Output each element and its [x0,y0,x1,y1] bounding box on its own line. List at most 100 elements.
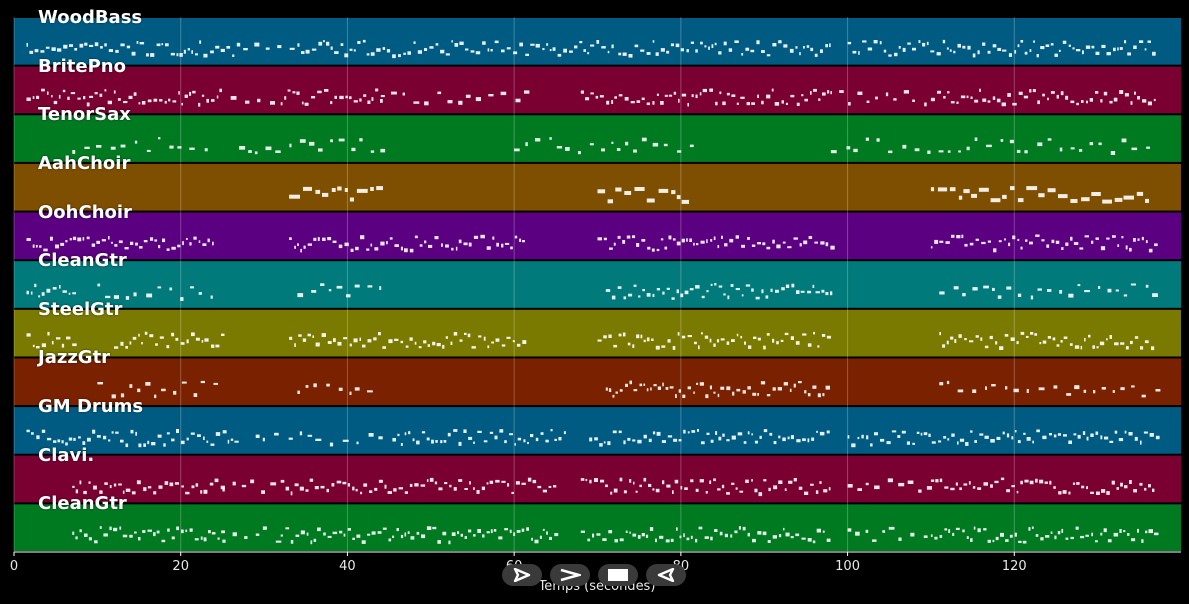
note-mark [499,429,504,433]
note-mark [806,45,810,48]
note-mark [1023,432,1026,435]
note-mark [817,393,821,398]
forward-button[interactable] [550,564,590,586]
note-mark [826,335,831,339]
note-mark [539,535,542,539]
note-mark [701,295,705,299]
note-mark [122,490,125,494]
note-mark [87,437,91,442]
track-lane-5 [14,261,1181,308]
note-mark [380,95,385,98]
note-mark [207,238,210,243]
note-mark [193,393,198,397]
note-mark [142,530,146,533]
note-mark [754,440,758,444]
note-mark [810,91,812,95]
note-mark [1024,51,1028,55]
note-mark [783,44,788,48]
note-mark [1076,482,1080,485]
note-mark [724,243,728,247]
note-mark [632,439,636,442]
note-mark [1119,529,1122,533]
note-mark [107,100,112,105]
note-mark [1044,481,1048,484]
x-tick-label: 0 [9,559,19,574]
note-mark [1116,487,1119,490]
note-mark [314,486,319,490]
note-mark [46,288,51,293]
note-mark [353,100,358,103]
note-mark [515,481,520,485]
note-mark [641,97,645,101]
note-mark [763,429,768,433]
note-mark [857,91,863,95]
note-mark [718,51,722,55]
note-mark [1016,341,1019,345]
note-mark [710,536,713,541]
note-mark [356,188,368,193]
note-mark [1040,537,1044,541]
note-mark [1024,150,1028,154]
note-mark [191,332,195,337]
note-mark [1034,333,1038,336]
note-mark [627,437,631,441]
stop-button[interactable] [598,564,638,586]
note-mark [643,339,646,343]
note-mark [1147,40,1151,43]
note-mark [970,96,973,99]
note-mark [1068,293,1074,298]
note-mark [432,526,437,530]
note-mark [1006,433,1010,438]
note-mark [788,480,793,484]
note-mark [997,47,1002,51]
note-mark [1077,284,1081,287]
note-mark [632,533,637,537]
note-mark [146,293,153,298]
note-mark [294,483,299,487]
note-mark [1009,139,1014,144]
note-mark [590,92,594,95]
note-mark [822,530,825,533]
note-mark [120,439,124,443]
note-mark [609,247,613,250]
note-mark [69,44,73,47]
note-mark [1000,532,1004,537]
note-mark [633,389,638,392]
note-mark [780,339,784,342]
note-mark [243,48,248,51]
note-mark [30,291,33,295]
note-mark [449,484,452,488]
note-mark [839,90,844,93]
note-mark [254,151,258,155]
note-mark [468,436,473,440]
note-mark [189,91,192,96]
note-mark [166,345,170,349]
play-button[interactable] [502,564,542,586]
note-mark [155,343,158,346]
note-mark [1038,193,1045,198]
note-mark [699,479,704,483]
note-mark [369,490,373,493]
note-mark [858,51,860,55]
note-mark [758,492,763,497]
note-mark [299,139,306,143]
note-mark [939,332,941,336]
note-mark [974,440,977,443]
note-mark [1152,488,1155,492]
back-button[interactable] [646,564,686,586]
note-mark [327,535,332,538]
note-mark [1006,489,1010,493]
note-mark [122,534,128,538]
note-mark [661,345,666,348]
note-mark [394,338,399,341]
note-mark [813,88,817,92]
note-mark [347,528,351,531]
note-mark [1018,540,1022,543]
note-mark [1085,534,1089,537]
note-mark [776,341,779,345]
note-mark [683,533,685,538]
note-mark [664,94,668,97]
note-mark [959,487,962,491]
note-mark [355,488,358,492]
note-mark [1031,526,1034,529]
